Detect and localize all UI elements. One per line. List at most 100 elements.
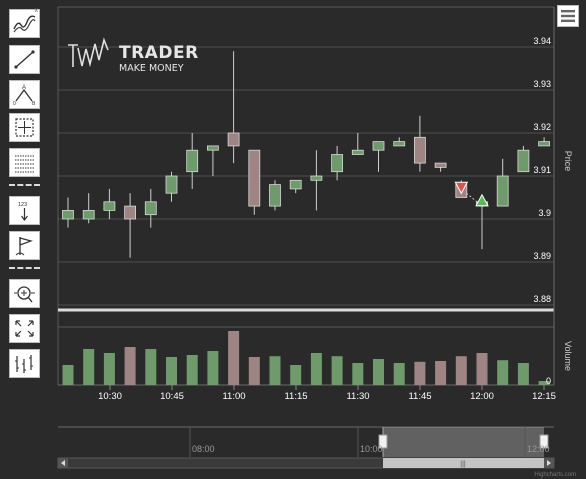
flag-connector	[465, 192, 478, 203]
current-price-indicator-button[interactable]	[9, 349, 40, 378]
counter-label: 123	[18, 202, 27, 208]
segment-line-icon	[14, 50, 35, 69]
toolbar-separator	[9, 184, 40, 186]
candle[interactable]	[103, 188, 116, 219]
time-tick-label: 11:30	[346, 391, 369, 402]
volume-bar[interactable]	[248, 357, 260, 385]
elliott-wave-button[interactable]: A 0 B	[9, 80, 40, 109]
navigator-selected-range	[383, 427, 544, 457]
candle[interactable]	[538, 137, 550, 147]
volume-bar[interactable]	[517, 363, 529, 385]
candle[interactable]	[310, 150, 323, 211]
svg-text:0: 0	[13, 101, 16, 106]
volume-bar[interactable]	[83, 349, 95, 385]
volume-bar[interactable]	[476, 353, 488, 385]
price-tick-label: 3.92	[533, 122, 551, 132]
time-tick-label: 11:00	[222, 391, 245, 402]
fibonacci-icon	[15, 155, 34, 173]
volume-axis-tick: 0	[546, 376, 551, 386]
volume-bar[interactable]	[414, 361, 426, 385]
volume-bar[interactable]	[207, 351, 219, 385]
navigator-right-handle[interactable]	[539, 434, 549, 449]
volume-bar[interactable]	[497, 360, 509, 385]
navigator-label: 10:00	[360, 444, 383, 454]
volume-bar[interactable]	[331, 356, 343, 385]
flags-series[interactable]	[454, 181, 489, 207]
navigator-label: 12:00	[527, 444, 550, 454]
volume-series[interactable]	[62, 331, 550, 385]
segment-button[interactable]	[9, 45, 40, 74]
price-tick-label: 3.9	[538, 208, 551, 218]
fullscreen-icon	[15, 320, 34, 337]
volume-bar[interactable]	[310, 353, 322, 385]
fullscreen-button[interactable]	[9, 314, 40, 343]
vertical-counter-button[interactable]: 123	[9, 196, 40, 225]
candle[interactable]	[372, 141, 385, 172]
volume-bar[interactable]	[290, 365, 302, 385]
candle[interactable]	[496, 158, 509, 207]
volume-bar[interactable]	[538, 381, 550, 385]
candle[interactable]	[82, 193, 95, 224]
volume-bar[interactable]	[228, 331, 240, 385]
toolbar-separator	[9, 267, 40, 269]
candle[interactable]	[269, 180, 281, 211]
sell-flag-icon[interactable]	[454, 181, 469, 195]
volume-bar[interactable]	[435, 361, 447, 385]
candle[interactable]	[206, 145, 219, 176]
measure-button[interactable]	[9, 113, 40, 142]
scrollbar-thumb[interactable]	[383, 458, 544, 468]
candle[interactable]	[289, 179, 302, 194]
candle[interactable]	[413, 115, 426, 172]
candle[interactable]	[165, 171, 178, 202]
volume-bar[interactable]	[166, 357, 177, 385]
flag-button[interactable]	[9, 231, 40, 260]
candle[interactable]	[248, 149, 261, 215]
volume-axis-title: Volume	[563, 341, 573, 371]
measure-xy-icon	[15, 118, 34, 137]
logo-mark-icon	[68, 37, 109, 68]
volume-bar[interactable]	[455, 356, 467, 385]
candle[interactable]	[393, 137, 406, 147]
volume-bar[interactable]	[393, 363, 405, 385]
navigator[interactable]: 08:00 10:00 12:00 |||	[57, 426, 555, 469]
svg-text:A: A	[22, 85, 26, 91]
volume-bar[interactable]	[145, 349, 157, 385]
navigator-left-handle[interactable]	[378, 434, 388, 449]
candle[interactable]	[227, 51, 240, 164]
fibonacci-button[interactable]	[9, 148, 40, 177]
context-menu-button[interactable]	[557, 5, 579, 27]
navigator-label: 08:00	[192, 444, 215, 454]
time-tick-label: 12:15	[532, 391, 556, 402]
price-tick-label: 3.91	[533, 165, 551, 175]
buy-flag-icon[interactable]	[475, 193, 489, 207]
candle[interactable]	[476, 201, 488, 250]
candle[interactable]	[434, 162, 447, 172]
candle[interactable]	[144, 188, 157, 228]
credits-link[interactable]: Highcharts.com	[534, 472, 576, 478]
candlestick-series[interactable]	[62, 51, 550, 258]
close-icon[interactable]: x	[34, 7, 39, 14]
drawing-toolbar: x A 0 B 123	[0, 0, 46, 479]
candle[interactable]	[517, 145, 530, 173]
volume-bar[interactable]	[352, 363, 364, 385]
trader-logo: TRADER MAKE MONEY	[68, 37, 198, 74]
svg-text:B: B	[32, 101, 36, 106]
zoom-change-button[interactable]	[9, 279, 40, 308]
price-axis: 3.94 3.93 3.92 3.91 3.9 3.89 3.88	[533, 36, 551, 304]
volume-bar[interactable]	[124, 347, 136, 385]
candle[interactable]	[351, 133, 364, 155]
volume-bar[interactable]	[186, 355, 198, 385]
volume-bar[interactable]	[103, 353, 115, 385]
flag-icon	[15, 237, 33, 256]
volume-bar[interactable]	[62, 365, 74, 385]
volume-bar[interactable]	[269, 356, 281, 385]
candle[interactable]	[186, 133, 199, 189]
indicators-button[interactable]: x	[9, 7, 40, 38]
candle[interactable]	[331, 145, 344, 181]
indicators-icon	[13, 15, 36, 33]
current-price-indicator-icon	[15, 355, 33, 373]
candle[interactable]	[124, 193, 136, 258]
candle[interactable]	[62, 197, 74, 228]
volume-bar[interactable]	[373, 359, 384, 385]
